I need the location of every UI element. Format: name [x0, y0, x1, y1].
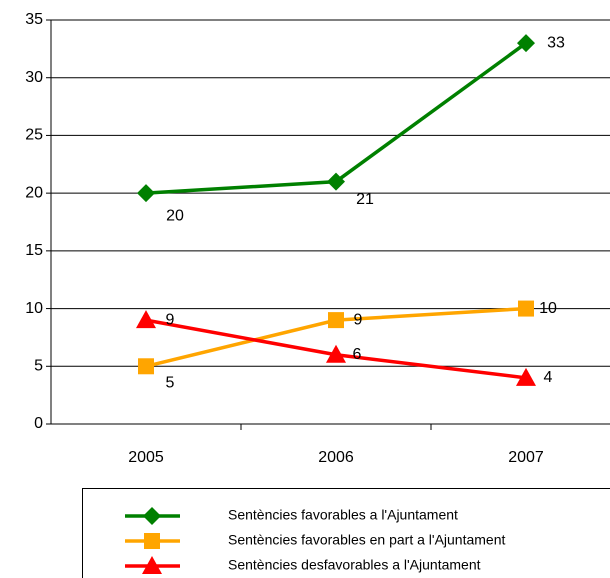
- point-marker: [516, 367, 536, 386]
- x-tick-label: 2007: [508, 449, 544, 466]
- legend-label: Sentències favorables a l'Ajuntament: [228, 507, 458, 523]
- data-label: 10: [539, 300, 557, 317]
- y-tick-label: 30: [25, 69, 43, 86]
- point-marker: [326, 344, 346, 363]
- y-tick-label: 35: [25, 11, 43, 28]
- point-marker: [518, 300, 534, 317]
- legend: Sentències favorables a l'Ajuntament Sent…: [82, 488, 610, 578]
- data-label: 5: [166, 375, 175, 392]
- data-label: 9: [354, 311, 363, 328]
- data-label: 33: [547, 34, 565, 51]
- point-marker: [144, 533, 160, 549]
- point-marker: [142, 556, 162, 574]
- y-tick-label: 10: [25, 300, 43, 317]
- y-tick-label: 0: [34, 415, 43, 432]
- data-label: 21: [356, 191, 374, 208]
- y-tick-label: 25: [25, 127, 43, 144]
- point-marker: [327, 172, 345, 191]
- point-marker: [138, 358, 154, 375]
- data-label: 6: [353, 346, 362, 363]
- y-tick-label: 20: [25, 184, 43, 201]
- point-marker: [517, 34, 535, 53]
- point-marker: [143, 507, 161, 525]
- legend-box: [82, 488, 610, 578]
- data-label: 20: [166, 207, 184, 224]
- legend-label: Sentències desfavorables a l'Ajuntament: [228, 557, 481, 573]
- x-tick-label: 2006: [318, 449, 354, 466]
- point-marker: [328, 312, 344, 329]
- legend-label: Sentències favorables en part a l'Ajunta…: [228, 532, 506, 548]
- y-tick-label: 5: [34, 358, 43, 375]
- point-marker: [136, 310, 156, 329]
- series-line: [145, 41, 528, 195]
- data-label: 9: [166, 311, 175, 328]
- y-tick-label: 15: [25, 242, 43, 259]
- point-marker: [137, 184, 155, 203]
- data-label: 4: [544, 369, 553, 386]
- x-tick-label: 2005: [128, 449, 164, 466]
